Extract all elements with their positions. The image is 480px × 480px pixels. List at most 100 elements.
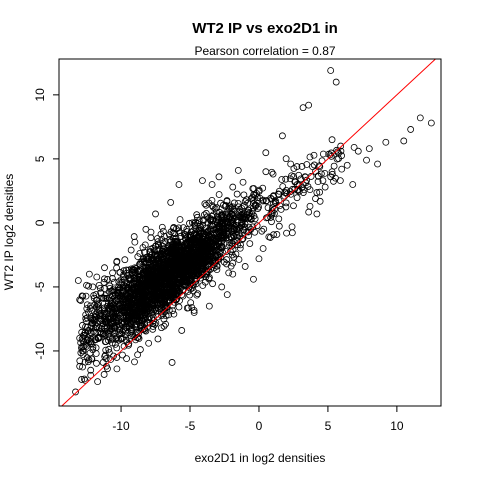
data-point [183, 304, 191, 312]
data-point [132, 276, 140, 284]
data-point [228, 251, 236, 259]
data-point [85, 270, 93, 278]
data-point [293, 163, 301, 170]
data-point [148, 306, 156, 314]
data-point [187, 299, 195, 307]
data-point [222, 234, 230, 242]
data-point [208, 212, 216, 220]
data-point [94, 335, 102, 342]
data-point [363, 156, 370, 164]
y-tick-label: -5 [33, 281, 47, 292]
data-point [241, 263, 249, 270]
data-point [314, 178, 322, 186]
data-point [337, 147, 345, 155]
data-point [219, 220, 227, 228]
data-point [208, 202, 216, 210]
data-point [299, 189, 307, 196]
data-point [205, 302, 213, 310]
data-point [295, 171, 303, 179]
data-point [176, 216, 184, 223]
data-point [104, 327, 111, 335]
data-point [319, 177, 327, 184]
data-point [201, 200, 209, 208]
data-point [237, 241, 244, 249]
data-point [229, 229, 237, 236]
data-point [193, 291, 201, 299]
data-point [85, 336, 92, 344]
data-point [193, 268, 201, 276]
data-point [222, 248, 230, 255]
data-point [140, 294, 147, 302]
data-point [100, 371, 108, 378]
data-point [204, 252, 212, 260]
data-point [117, 276, 125, 284]
data-point [263, 197, 271, 204]
x-tick-label: 10 [390, 419, 404, 433]
plot-frame [58, 58, 442, 407]
x-tick-label: 0 [256, 419, 263, 433]
data-point [79, 321, 86, 329]
y-tick-label: -10 [33, 342, 47, 360]
data-point [201, 261, 209, 269]
data-point [305, 101, 313, 109]
data-point [160, 245, 168, 253]
data-point [310, 151, 318, 159]
data-point [137, 258, 145, 266]
data-point [303, 161, 311, 168]
data-point [218, 244, 226, 252]
data-point [115, 336, 123, 344]
data-point [159, 227, 167, 235]
data-point [103, 362, 110, 370]
data-point [236, 212, 244, 220]
data-point [135, 335, 143, 342]
data-point [283, 229, 290, 237]
data-point [130, 266, 138, 274]
data-point [365, 145, 373, 153]
data-point [130, 233, 138, 240]
data-point [171, 249, 179, 257]
data-point [234, 166, 242, 174]
data-point [146, 265, 154, 273]
data-point [170, 310, 178, 318]
x-tick-label: -5 [185, 419, 196, 433]
y-axis: -10 -5 0 5 10 [33, 88, 59, 360]
data-point [183, 228, 191, 235]
data-point [337, 142, 345, 150]
data-point [272, 197, 279, 205]
data-point [188, 268, 195, 276]
data-point [189, 256, 197, 264]
data-point [221, 202, 229, 210]
data-point [89, 283, 97, 291]
data-point [166, 254, 173, 261]
data-point [155, 261, 163, 268]
data-point [142, 225, 150, 233]
data-point [189, 273, 196, 281]
data-point [169, 307, 177, 315]
data-point [171, 289, 179, 296]
data-point [109, 313, 117, 321]
data-point [137, 321, 145, 329]
data-point [407, 126, 415, 133]
data-point [101, 275, 108, 283]
data-point [193, 211, 201, 219]
data-point [313, 210, 321, 218]
x-tick-label: -10 [112, 419, 130, 433]
data-point [119, 317, 127, 325]
data-point [119, 351, 126, 359]
data-point [291, 178, 299, 186]
data-point [334, 148, 342, 156]
data-point [81, 341, 89, 349]
data-point [260, 225, 268, 233]
data-point [225, 227, 232, 235]
data-point [113, 344, 121, 352]
data-point [109, 269, 116, 277]
data-point [170, 224, 177, 232]
data-point [108, 309, 116, 317]
data-point [316, 163, 324, 171]
data-point [139, 295, 146, 303]
data-point [223, 256, 231, 263]
data-point [275, 215, 283, 223]
data-point [105, 345, 113, 353]
data-point [193, 264, 201, 272]
